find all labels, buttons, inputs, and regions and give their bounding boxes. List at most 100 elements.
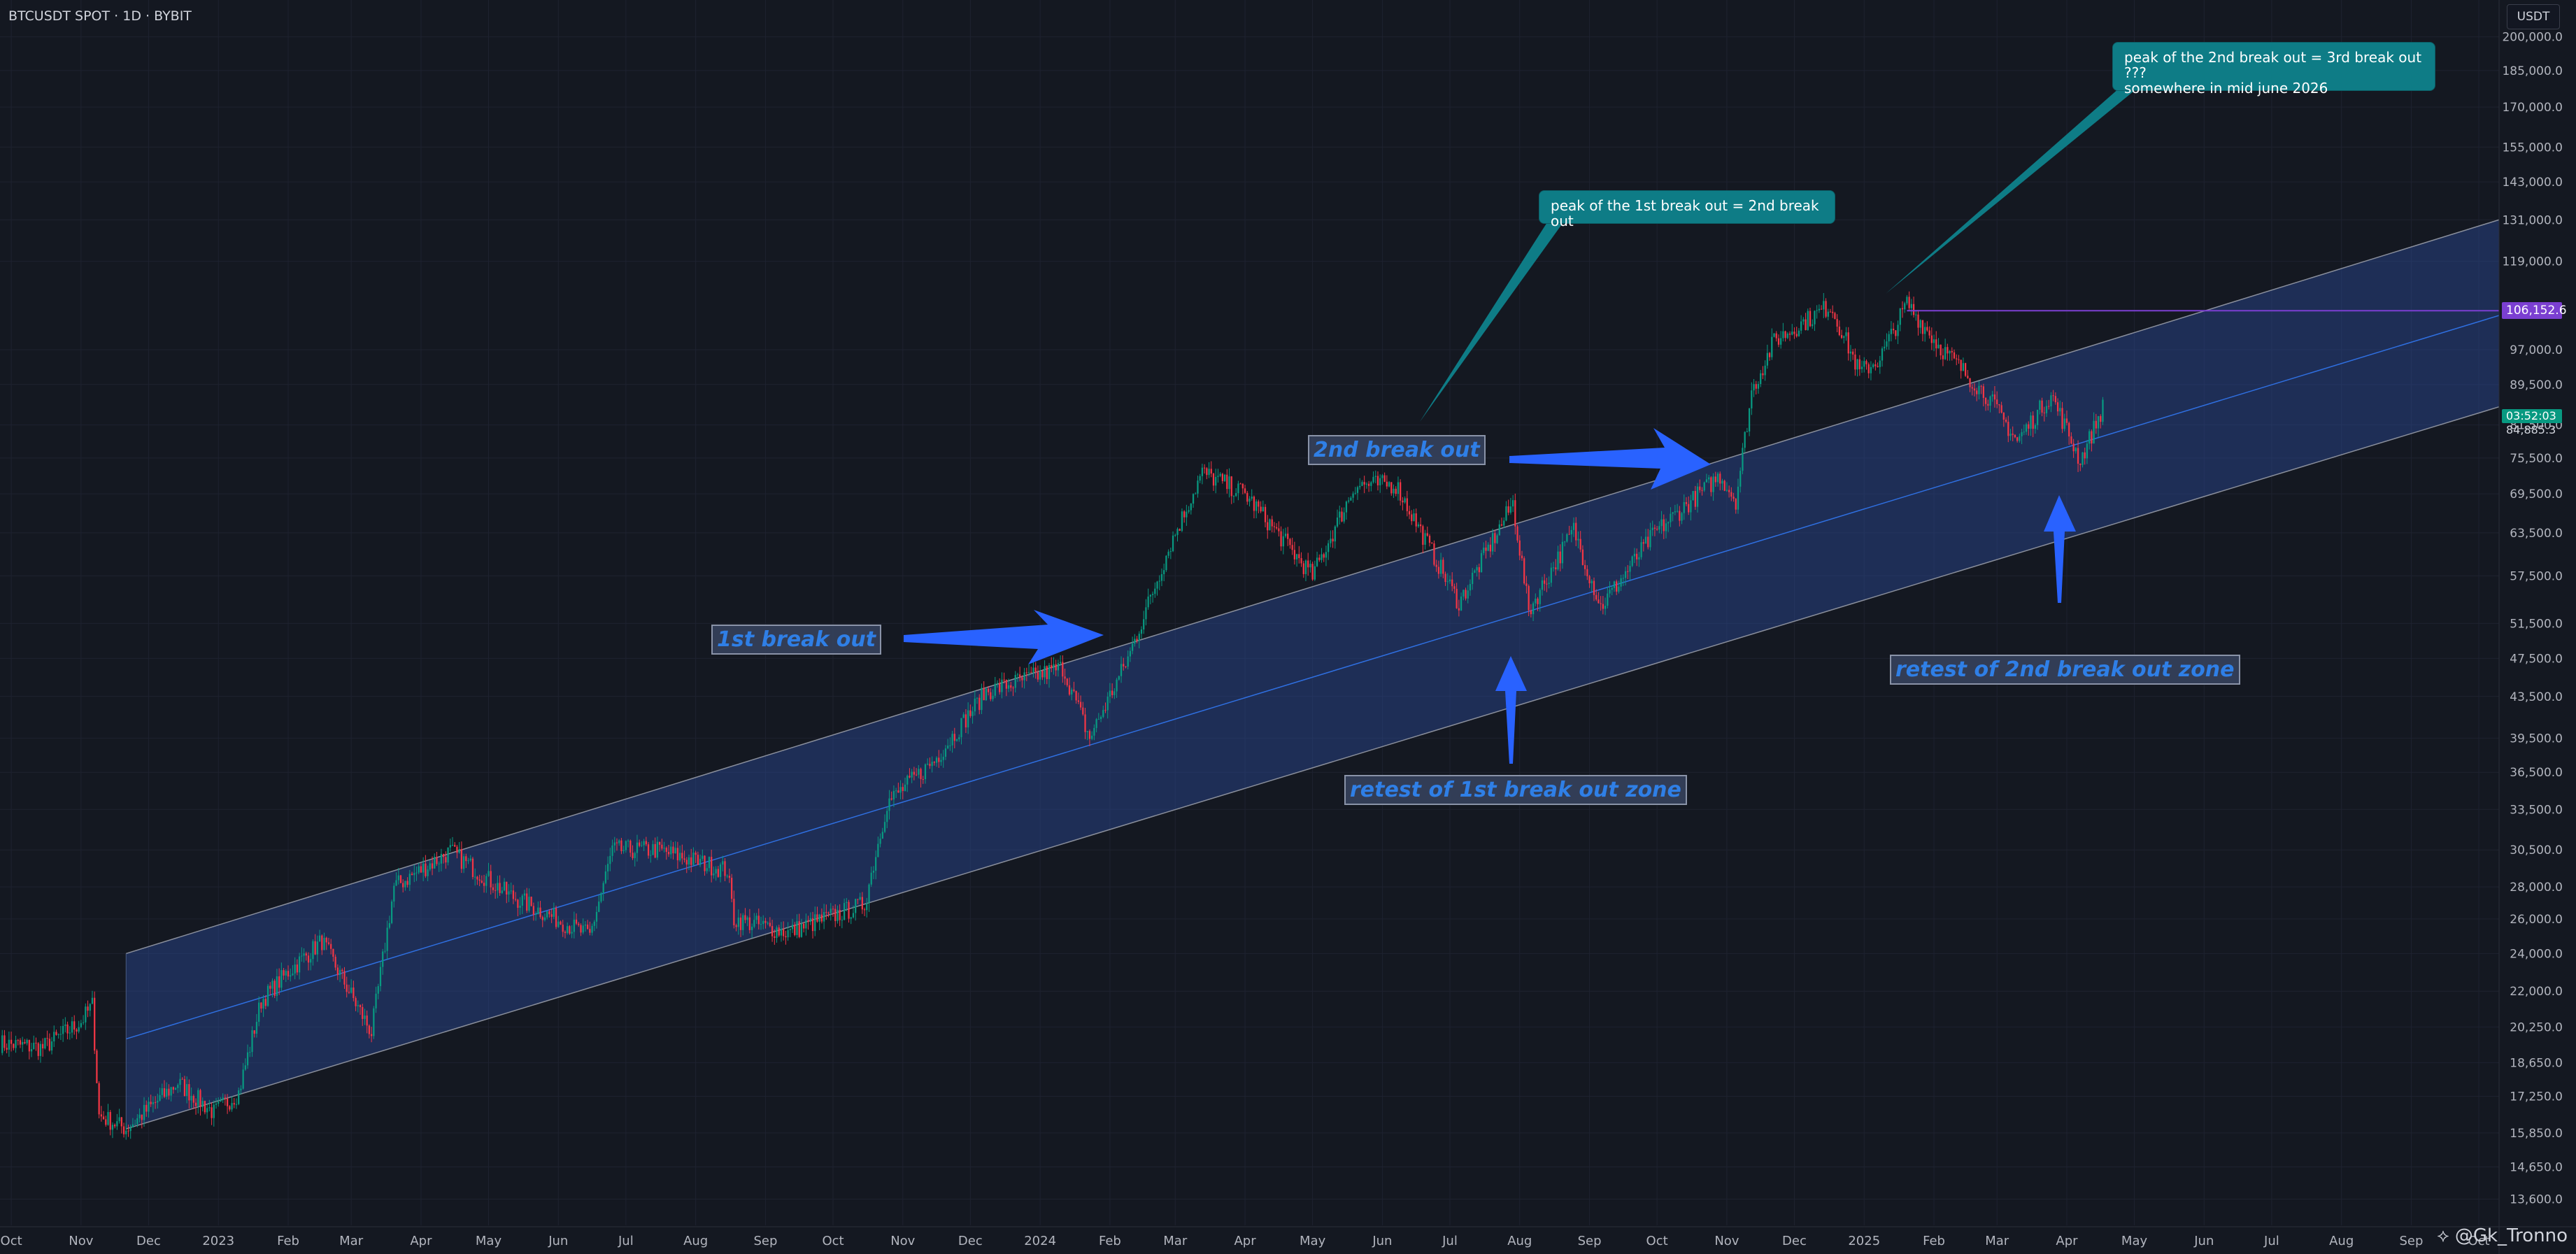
x-tick-label: Sep — [1578, 1234, 1602, 1248]
candle-body — [199, 1090, 201, 1107]
candle-body — [1230, 476, 1232, 497]
currency-button[interactable]: USDT — [2507, 4, 2560, 29]
candle-body — [384, 950, 386, 952]
candle-body — [1379, 478, 1381, 485]
y-tick-label: 28,000.0 — [2510, 881, 2563, 895]
candle-body — [1827, 311, 1829, 317]
candle-body — [613, 842, 615, 846]
candle-body — [1068, 685, 1071, 695]
candle-body — [512, 890, 515, 899]
candle-body — [1118, 676, 1120, 680]
candle-body — [1910, 304, 1912, 308]
candle-body — [985, 688, 988, 701]
note-peak-1st[interactable]: peak of the 1st break out = 2nd break ou… — [1539, 190, 1835, 229]
y-tick-label: 22,000.0 — [2510, 985, 2563, 999]
candle-body — [255, 1022, 258, 1034]
candle-body — [2059, 408, 2061, 412]
candle-body — [102, 1116, 105, 1120]
candle-body — [650, 855, 652, 856]
candle-body — [1904, 303, 1906, 310]
note-peak-2nd[interactable]: peak of the 2nd break out = 3rd break ou… — [2112, 42, 2435, 96]
candle-body — [1476, 567, 1478, 571]
candle-body — [1602, 604, 1604, 609]
candle-body — [656, 841, 659, 858]
candle-body — [1780, 338, 1782, 345]
candle-body — [1086, 731, 1088, 732]
y-tick-label: 30,500.0 — [2510, 843, 2563, 857]
candle-body — [762, 920, 764, 925]
candle-body — [1742, 448, 1744, 471]
candle-body — [562, 925, 564, 932]
candle-body — [285, 971, 287, 976]
candle-body — [1951, 350, 1953, 352]
candle-body — [911, 771, 913, 778]
price-axis[interactable]: 200,000.0 185,000.0 170,000.0 155,000.0 143,… — [2498, 0, 2563, 1254]
candle-body — [2016, 437, 2019, 441]
candle-body — [499, 883, 501, 893]
candle-body — [1415, 513, 1417, 527]
candle-body — [323, 937, 325, 950]
candle-body — [1575, 522, 1577, 541]
candle-body — [1012, 687, 1014, 689]
candle-body — [125, 1130, 127, 1134]
candle-body — [1881, 348, 1884, 361]
candle-body — [258, 1002, 260, 1023]
candle-body — [1149, 594, 1151, 597]
candle-body — [269, 985, 271, 989]
candle-body — [1422, 526, 1424, 545]
candle-body — [897, 790, 899, 793]
candle-body — [1467, 590, 1469, 599]
candle-body — [1940, 344, 1942, 356]
label-retest-1st[interactable]: retest of 1st break out zone — [1344, 775, 1687, 805]
x-tick-label: 2025 — [1848, 1234, 1880, 1248]
candle-body — [1586, 569, 1588, 576]
candle-body — [3, 1035, 6, 1048]
candle-body — [830, 909, 832, 913]
candle-body — [1753, 384, 1755, 391]
label-1st-break-out[interactable]: 1st break out — [711, 625, 882, 655]
candle-body — [1483, 547, 1485, 553]
candle-body — [820, 914, 823, 922]
candle-body — [1051, 664, 1053, 669]
candle-body — [1232, 496, 1235, 497]
candle-body — [339, 969, 341, 976]
candle-body — [1917, 314, 1919, 328]
candle-body — [852, 913, 855, 918]
candle-body — [2072, 443, 2075, 452]
candle-body — [1093, 727, 1095, 736]
candle-body — [1003, 679, 1005, 681]
candle-body — [1719, 473, 1721, 484]
candle-body — [532, 906, 535, 915]
candle-body — [1818, 308, 1821, 311]
candle-body — [1793, 332, 1795, 334]
candle-body — [1071, 690, 1073, 695]
time-axis[interactable]: Oct Nov Dec 2023 Feb Mar Apr May Jun Jul Aug Sep Oct… — [0, 1226, 2576, 1248]
candle-body — [909, 776, 911, 778]
candle-body — [1976, 390, 1978, 394]
candle-body — [1179, 529, 1181, 532]
candle-body — [1206, 468, 1208, 476]
candle-body — [1323, 554, 1325, 558]
candle-body — [2095, 420, 2097, 429]
candle-body — [1579, 539, 1581, 550]
candle-body — [972, 711, 974, 716]
candle-body — [1237, 483, 1239, 494]
candle-body — [744, 915, 746, 920]
candle-body — [1964, 363, 1967, 376]
candle-body — [177, 1085, 179, 1088]
candle-body — [1658, 526, 1660, 530]
candle-body — [1651, 527, 1653, 530]
candle-body — [717, 869, 719, 877]
candle-body — [395, 880, 397, 886]
candle-body — [1823, 301, 1825, 310]
x-tick-label: Feb — [277, 1234, 299, 1248]
label-2nd-break-out[interactable]: 2nd break out — [1308, 435, 1486, 465]
candle-body — [591, 925, 593, 933]
candle-body — [307, 955, 310, 963]
candle-body — [2014, 434, 2016, 438]
candle-body — [1300, 557, 1302, 564]
label-retest-2nd[interactable]: retest of 2nd break out zone — [1890, 655, 2240, 685]
candle-body — [266, 985, 269, 1006]
candle-body — [1332, 539, 1334, 542]
